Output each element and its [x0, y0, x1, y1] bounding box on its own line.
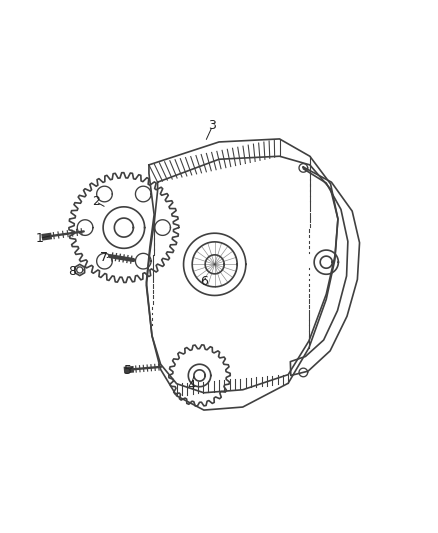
Text: 8: 8 [68, 265, 76, 278]
Text: 4: 4 [187, 379, 195, 392]
Text: 7: 7 [100, 252, 108, 264]
Text: 3: 3 [208, 119, 216, 133]
Text: 2: 2 [92, 195, 100, 208]
Text: 5: 5 [124, 364, 132, 377]
Text: 6: 6 [200, 275, 208, 288]
Text: 1: 1 [35, 232, 43, 245]
